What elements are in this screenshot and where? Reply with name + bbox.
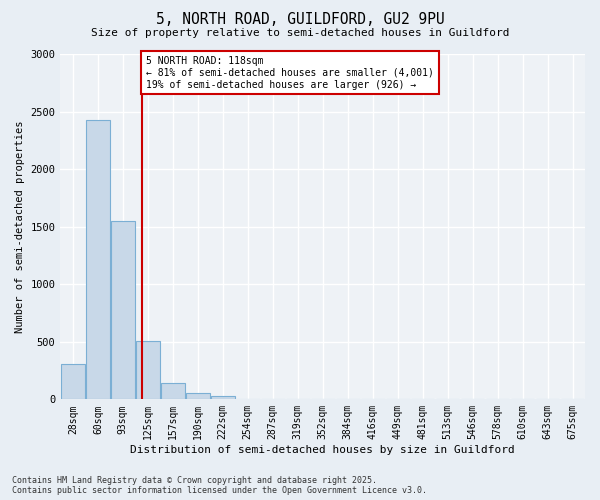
Text: 5 NORTH ROAD: 118sqm
← 81% of semi-detached houses are smaller (4,001)
19% of se: 5 NORTH ROAD: 118sqm ← 81% of semi-detac… — [146, 56, 434, 90]
Bar — [61, 364, 85, 400]
Bar — [86, 120, 110, 400]
Bar — [136, 340, 160, 400]
Text: Contains HM Land Registry data © Crown copyright and database right 2025.
Contai: Contains HM Land Registry data © Crown c… — [12, 476, 427, 495]
Y-axis label: Number of semi-detached properties: Number of semi-detached properties — [15, 120, 25, 333]
X-axis label: Distribution of semi-detached houses by size in Guildford: Distribution of semi-detached houses by … — [130, 445, 515, 455]
Bar — [236, 399, 260, 400]
Bar — [211, 396, 235, 400]
Text: 5, NORTH ROAD, GUILDFORD, GU2 9PU: 5, NORTH ROAD, GUILDFORD, GU2 9PU — [155, 12, 445, 28]
Bar — [161, 383, 185, 400]
Bar — [186, 393, 209, 400]
Text: Size of property relative to semi-detached houses in Guildford: Size of property relative to semi-detach… — [91, 28, 509, 38]
Bar — [111, 221, 135, 400]
